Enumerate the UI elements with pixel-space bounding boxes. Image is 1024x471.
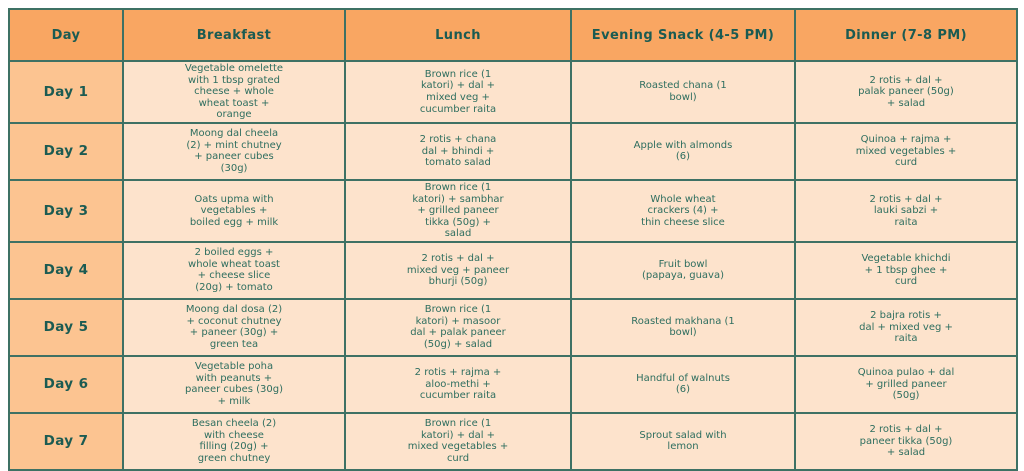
dinner-cell: 2 rotis + dal + lauki sabzi + raita xyxy=(794,178,1018,243)
day-label: Day 2 xyxy=(8,121,124,181)
lunch-cell: 2 rotis + chana dal + bhindi + tomato sa… xyxy=(344,121,572,181)
column-header-evening-snack: Evening Snack (4-5 PM) xyxy=(570,8,796,62)
day-label: Day 7 xyxy=(8,411,124,471)
table-row-day-7: Day 7 Besan cheela (2) with cheese filli… xyxy=(8,411,1018,471)
lunch-cell: 2 rotis + rajma + aloo-methi + cucumber … xyxy=(344,354,572,414)
lunch-cell: Brown rice (1 katori) + sambhar + grille… xyxy=(344,178,572,243)
evening-snack-cell: Fruit bowl (papaya, guava) xyxy=(570,240,796,300)
table-row-day-1: Day 1 Vegetable omelette with 1 tbsp gra… xyxy=(8,60,1018,124)
column-header-breakfast: Breakfast xyxy=(122,8,346,62)
table-row-day-4: Day 4 2 boiled eggs + whole wheat toast … xyxy=(8,240,1018,300)
evening-snack-cell: Apple with almonds (6) xyxy=(570,121,796,181)
table-row-day-2: Day 2 Moong dal cheela (2) + mint chutne… xyxy=(8,121,1018,181)
dinner-cell: Vegetable khichdi + 1 tbsp ghee + curd xyxy=(794,240,1018,300)
evening-snack-cell: Roasted chana (1 bowl) xyxy=(570,60,796,124)
table-row-day-3: Day 3 Oats upma with vegetables + boiled… xyxy=(8,178,1018,243)
lunch-cell: 2 rotis + dal + mixed veg + paneer bhurj… xyxy=(344,240,572,300)
day-label: Day 5 xyxy=(8,297,124,357)
evening-snack-cell: Sprout salad with lemon xyxy=(570,411,796,471)
dinner-cell: Quinoa + rajma + mixed vegetables + curd xyxy=(794,121,1018,181)
breakfast-cell: Moong dal cheela (2) + mint chutney + pa… xyxy=(122,121,346,181)
breakfast-cell: Vegetable poha with peanuts + paneer cub… xyxy=(122,354,346,414)
meal-plan-table: Day Breakfast Lunch Evening Snack (4-5 P… xyxy=(8,8,1018,471)
breakfast-cell: Vegetable omelette with 1 tbsp grated ch… xyxy=(122,60,346,124)
lunch-cell: Brown rice (1 katori) + dal + mixed vege… xyxy=(344,411,572,471)
breakfast-cell: 2 boiled eggs + whole wheat toast + chee… xyxy=(122,240,346,300)
evening-snack-cell: Roasted makhana (1 bowl) xyxy=(570,297,796,357)
breakfast-cell: Oats upma with vegetables + boiled egg +… xyxy=(122,178,346,243)
header-row: Day Breakfast Lunch Evening Snack (4-5 P… xyxy=(8,8,1018,62)
dinner-cell: 2 rotis + dal + palak paneer (50g) + sal… xyxy=(794,60,1018,124)
evening-snack-cell: Whole wheat crackers (4) + thin cheese s… xyxy=(570,178,796,243)
meal-plan-table-container: Day Breakfast Lunch Evening Snack (4-5 P… xyxy=(8,8,1018,471)
column-header-day: Day xyxy=(8,8,124,62)
day-label: Day 6 xyxy=(8,354,124,414)
dinner-cell: 2 bajra rotis + dal + mixed veg + raita xyxy=(794,297,1018,357)
table-row-day-5: Day 5 Moong dal dosa (2) + coconut chutn… xyxy=(8,297,1018,357)
day-label: Day 1 xyxy=(8,60,124,124)
column-header-lunch: Lunch xyxy=(344,8,572,62)
lunch-cell: Brown rice (1 katori) + dal + mixed veg … xyxy=(344,60,572,124)
column-header-dinner: Dinner (7-8 PM) xyxy=(794,8,1018,62)
lunch-cell: Brown rice (1 katori) + masoor dal + pal… xyxy=(344,297,572,357)
breakfast-cell: Moong dal dosa (2) + coconut chutney + p… xyxy=(122,297,346,357)
day-label: Day 3 xyxy=(8,178,124,243)
dinner-cell: 2 rotis + dal + paneer tikka (50g) + sal… xyxy=(794,411,1018,471)
dinner-cell: Quinoa pulao + dal + grilled paneer (50g… xyxy=(794,354,1018,414)
evening-snack-cell: Handful of walnuts (6) xyxy=(570,354,796,414)
table-row-day-6: Day 6 Vegetable poha with peanuts + pane… xyxy=(8,354,1018,414)
breakfast-cell: Besan cheela (2) with cheese filling (20… xyxy=(122,411,346,471)
day-label: Day 4 xyxy=(8,240,124,300)
